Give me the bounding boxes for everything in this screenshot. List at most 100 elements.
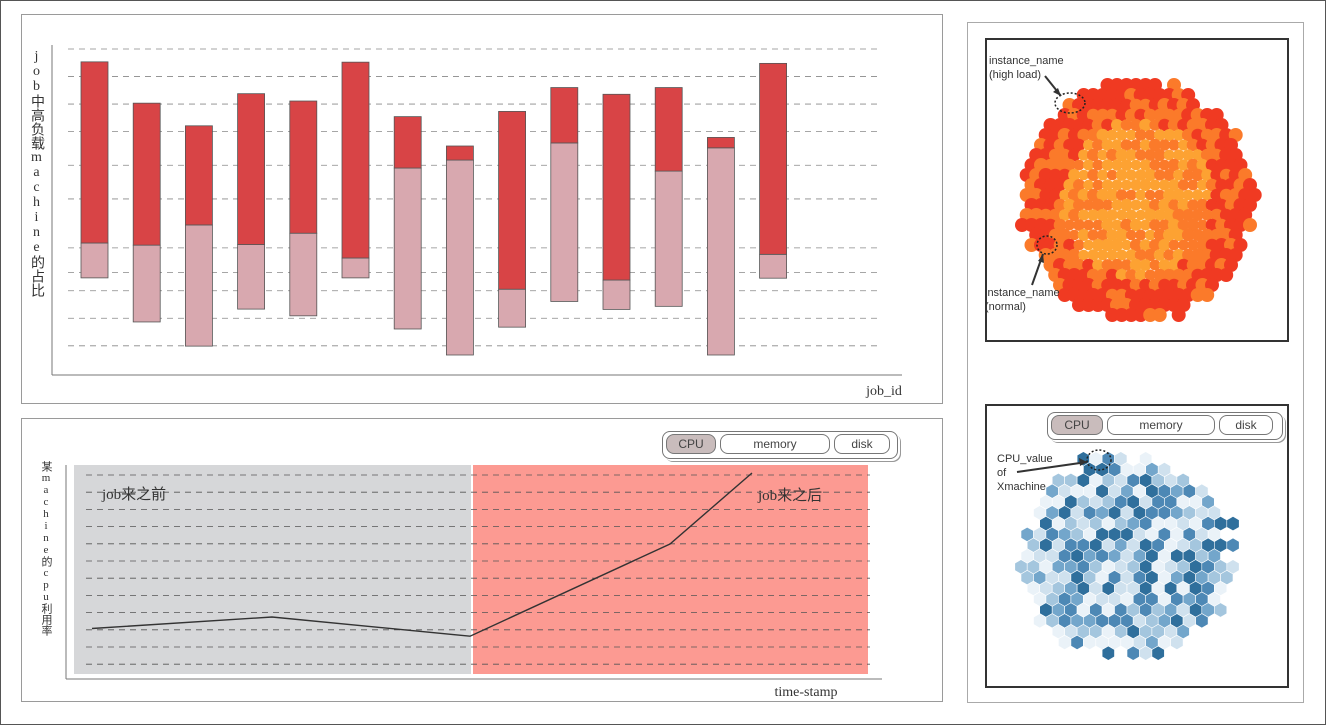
instance-bubble [1086,108,1100,122]
instance-bubble [1172,249,1185,261]
bar-upper-segment [237,93,266,245]
instance-bubble [1197,179,1208,191]
instance-bubble [1172,108,1185,122]
region-before [74,465,471,674]
instance-bubble [1115,108,1128,122]
instance-bubble [1083,239,1094,251]
instance-bubble [1186,258,1200,272]
instance-bubble [1073,239,1085,251]
region-before-label: job来之前 [101,486,166,503]
instance-bubble [1177,278,1190,292]
hex-metric-tabs: CPU memory disk [1047,412,1283,440]
hex-tab-memory[interactable]: memory [1107,415,1215,435]
instance-bubble [1167,118,1181,132]
instance-bubble [1063,198,1076,212]
instance-bubble [1201,169,1214,181]
instance-bubble [1129,218,1143,232]
instance-bubble [1129,278,1143,292]
instance-bubble [1106,188,1119,202]
instance-bubble [1091,198,1105,212]
instance-bubble [1139,239,1152,251]
hex-tab-disk[interactable]: disk [1219,415,1273,435]
instance-bubble [1224,198,1238,212]
hex-cell [1195,613,1209,629]
hexbin-panel: CPU_value of Xmachine CPU memory disk [985,404,1289,688]
instance-bubble [1096,108,1109,122]
instance-bubble [1135,229,1147,241]
instance-bubble [1077,229,1090,241]
instance-bubble [1171,308,1186,322]
instance-bubble [1111,139,1123,151]
instance-bubble [1144,269,1156,281]
instance-bubble [1139,139,1152,151]
instance-bubble [1096,208,1109,222]
instance-bubble [1159,159,1170,171]
bar-lower-segment [654,170,683,307]
instance-bubble [1163,228,1176,242]
instance-bubble [1053,158,1067,172]
instance-bubble [1105,268,1119,282]
instance-bubble [1153,149,1166,161]
instance-bubble [1083,179,1094,191]
instance-bubble [1139,278,1152,292]
instance-bubble [1058,209,1071,221]
instance-bubble [1067,248,1081,262]
instance-bubble [1110,278,1124,292]
instance-bubble [1120,98,1133,112]
tab-memory[interactable]: memory [720,434,830,454]
instance-bubble [1186,118,1200,132]
instance-bubble [1124,108,1138,122]
line-chart: job来之前 job来之后 time-stamp [65,465,882,700]
instance-bubble [1200,248,1214,262]
instance-bubble [1129,238,1143,252]
instance-bubble [1087,188,1100,202]
instance-bubble [1077,188,1090,202]
tab-cpu[interactable]: CPU [666,434,716,454]
instance-bubble [1172,129,1185,141]
instance-bubble [1153,288,1166,302]
instance-bubble [1101,118,1114,132]
instance-bubble [1115,228,1128,242]
instance-bubble [1082,258,1095,272]
bar-upper-segment [707,137,735,149]
instance-bubble [1121,239,1132,251]
bar-upper-segment [445,145,474,161]
instance-bubble [1101,139,1114,151]
instance-bubble [1187,179,1199,191]
bar-chart: job_id [51,45,902,399]
bar-upper-segment [602,93,631,281]
instance-bubble [1087,169,1100,181]
instance-bubble [1102,199,1113,211]
instance-bubble [1134,129,1147,141]
highlight-normal [1036,235,1058,255]
instance-bubble [1073,159,1085,171]
bar-upper-segment [132,102,161,246]
instance-bubble [1115,148,1128,162]
instance-bubble [1058,148,1071,162]
instance-bubble [1139,159,1152,171]
bar-chart-xlabel: job_id [865,384,902,399]
instance-bubble [1196,238,1209,252]
instance-bubble [1158,118,1171,132]
line-chart-panel: 某machine的cpu利用率 job来之前 job来之后 time-stamp… [21,418,943,702]
bar-upper-segment [341,61,370,259]
instance-bubble [1215,178,1228,192]
tab-disk[interactable]: disk [834,434,890,454]
instance-bubble [1120,259,1133,271]
instance-bubble [1205,158,1219,172]
instance-bubble [1091,238,1105,252]
instance-bubble [1149,179,1161,191]
hex-tab-cpu[interactable]: CPU [1051,415,1103,435]
instance-bubble [1158,259,1171,271]
instance-bubble [1124,288,1138,302]
instance-bubble [1101,238,1114,252]
instance-bubble [1068,168,1081,182]
instance-bubble [1111,119,1123,131]
instance-bubble [1153,268,1166,282]
instance-bubble [1196,258,1209,272]
instance-bubble [1096,188,1109,202]
instance-bubble [1048,188,1062,202]
instance-bubble [1186,218,1200,232]
instance-bubble [1186,158,1200,172]
instance-bubble [1134,269,1147,281]
